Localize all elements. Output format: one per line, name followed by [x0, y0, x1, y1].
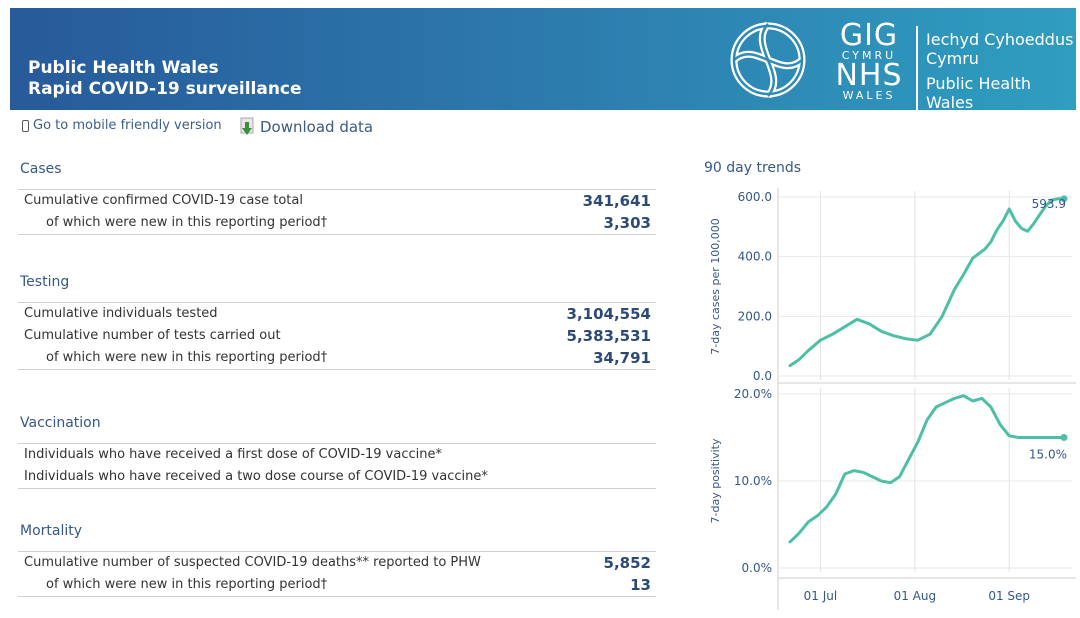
table-row: of which were new in this reporting peri… — [18, 574, 656, 596]
table-row: Cumulative individuals tested 3,104,554 — [18, 303, 656, 325]
english-name-line2: Wales — [926, 93, 974, 112]
section-title-mortality: Mortality — [20, 523, 83, 539]
logo-gig: GIG — [839, 18, 899, 53]
row-value: 3,303 — [603, 214, 651, 232]
title-line-product: Rapid COVID-19 surveillance — [28, 79, 302, 99]
series-line — [788, 394, 1066, 544]
row-label: Cumulative number of tests carried out — [24, 328, 281, 343]
row-value: 5,852 — [603, 554, 651, 572]
row-label: of which were new in this reporting peri… — [46, 350, 328, 365]
english-name-line1: Public Health — [926, 74, 1031, 93]
testing-table: Cumulative individuals tested 3,104,554 … — [18, 302, 656, 370]
welsh-name-line1: Iechyd Cyhoeddus — [926, 30, 1074, 49]
x-tick-label: 01 Sep — [988, 589, 1030, 603]
row-value: 3,104,554 — [566, 305, 651, 323]
row-label: Cumulative individuals tested — [24, 306, 218, 321]
mobile-phone-icon — [22, 119, 29, 132]
x-tick-label: 01 Aug — [894, 589, 937, 603]
series-end-point — [1060, 434, 1068, 441]
row-label: Cumulative confirmed COVID-19 case total — [24, 193, 303, 208]
trends-title: 90 day trends — [704, 160, 802, 176]
series-end-label: 15.0% — [1029, 448, 1067, 462]
row-value: 13 — [630, 576, 651, 594]
logo-nhs: NHS — [835, 58, 903, 93]
cases-table: Cumulative confirmed COVID-19 case total… — [18, 189, 656, 235]
y-tick-label: 20.0% — [734, 387, 772, 401]
header-banner: Public Health Wales Rapid COVID-19 surve… — [10, 8, 1076, 112]
page-title: Public Health Wales Rapid COVID-19 surve… — [28, 58, 302, 100]
y-tick-label: 400.0 — [738, 250, 772, 264]
row-value: 5,383,531 — [566, 327, 651, 345]
download-link-label: Download data — [260, 118, 374, 136]
logo-wales: WALES — [842, 89, 896, 102]
y-tick-label: 600.0 — [738, 190, 772, 204]
logo-divider — [916, 26, 918, 110]
y-axis-label: 7-day cases per 100,000 — [709, 218, 722, 354]
section-title-cases: Cases — [20, 161, 62, 177]
mobile-version-link[interactable]: Go to mobile friendly version — [22, 118, 222, 133]
section-title-vaccination: Vaccination — [20, 415, 101, 431]
y-axis-label: 7-day positivity — [709, 438, 722, 523]
row-value: 34,791 — [593, 349, 651, 367]
row-value: 341,641 — [582, 192, 651, 210]
title-line-org: Public Health Wales — [28, 58, 219, 78]
logo-cymru: CYMRU — [841, 49, 897, 62]
table-row: Cumulative number of tests carried out 5… — [18, 325, 656, 347]
row-label: Individuals who have received a two dose… — [24, 469, 488, 484]
series-end-label: 593.9 — [1032, 197, 1066, 211]
nhs-wales-logo: GIG CYMRU NHS WALES — [828, 18, 910, 108]
y-tick-label: 200.0 — [738, 309, 772, 323]
table-row: of which were new in this reporting peri… — [18, 212, 656, 234]
series-end-point — [1060, 195, 1068, 203]
organisation-name: Iechyd Cyhoeddus Cymru Public Health Wal… — [926, 30, 1073, 112]
row-label: Individuals who have received a first do… — [24, 447, 442, 462]
welsh-name-line2: Cymru — [926, 49, 979, 68]
download-data-link[interactable]: Download data — [238, 117, 373, 137]
table-row: Individuals who have received a first do… — [18, 444, 656, 466]
table-row: Cumulative number of suspected COVID-19 … — [18, 552, 656, 574]
y-tick-label: 0.0% — [742, 561, 773, 575]
x-tick-label: 01 Jul — [804, 589, 838, 603]
y-tick-label: 0.0 — [753, 369, 772, 383]
download-icon — [240, 117, 254, 135]
table-row: Individuals who have received a two dose… — [18, 466, 656, 488]
table-row: of which were new in this reporting peri… — [18, 347, 656, 369]
series-line — [788, 197, 1066, 368]
y-tick-label: 10.0% — [734, 474, 772, 488]
vaccination-table: Individuals who have received a first do… — [18, 443, 656, 489]
celtic-knot-logo-icon — [730, 21, 806, 99]
row-label: of which were new in this reporting peri… — [46, 215, 328, 230]
section-title-testing: Testing — [20, 274, 70, 290]
mortality-table: Cumulative number of suspected COVID-19 … — [18, 551, 656, 597]
row-label: of which were new in this reporting peri… — [46, 577, 328, 592]
table-row: Cumulative confirmed COVID-19 case total… — [18, 190, 656, 212]
row-label: Cumulative number of suspected COVID-19 … — [24, 555, 481, 570]
mobile-link-label: Go to mobile friendly version — [33, 118, 222, 133]
